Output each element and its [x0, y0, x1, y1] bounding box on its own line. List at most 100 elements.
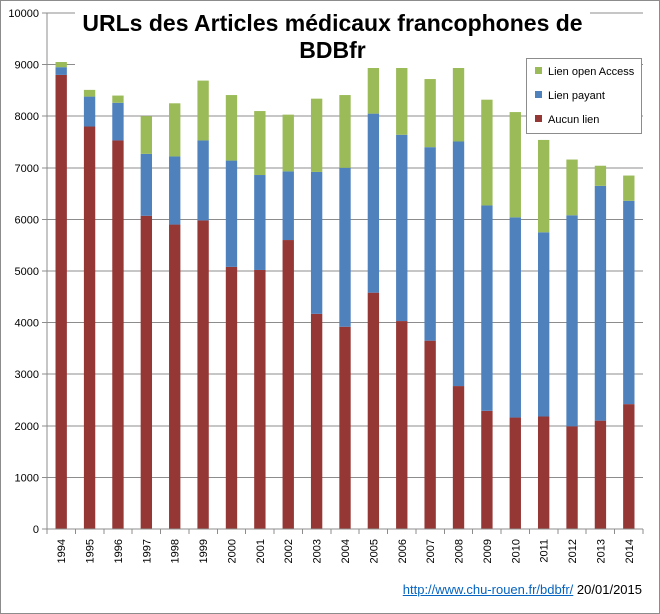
source-link[interactable]: http://www.chu-rouen.fr/bdbfr/: [402, 582, 574, 597]
bar-lien-open-access-1995: [83, 89, 96, 97]
bar-lien-payant-2001: [254, 175, 266, 270]
bar-lien-payant-2003: [310, 171, 323, 314]
bar-lien-payant-2008: [452, 141, 465, 387]
bar-aucun-lien-2003: [310, 313, 323, 529]
bar-aucun-lien-2009: [481, 410, 493, 529]
bar-aucun-lien-2002: [282, 240, 294, 530]
y-tick-label: 5000: [15, 266, 39, 278]
bar-lien-payant-2002: [282, 171, 294, 241]
legend: Lien open Access Lien payant Aucun lien: [526, 58, 642, 134]
bar-lien-open-access-1997: [140, 116, 153, 154]
y-tick-label: 2000: [15, 421, 39, 433]
legend-swatch-aucun-lien: [535, 115, 542, 122]
bar-lien-payant-2010: [509, 217, 521, 418]
bar-aucun-lien-1995: [83, 126, 96, 530]
y-tick-label: 7000: [15, 163, 39, 175]
legend-label-open-access: Lien open Access: [548, 66, 635, 78]
y-tick-label: 4000: [15, 318, 39, 330]
x-tick-label: 2001: [255, 539, 267, 563]
bar-aucun-lien-2005: [367, 292, 380, 529]
chart-title: URLs des Articles médicaux francophones …: [75, 9, 590, 68]
bar-lien-payant-1996: [112, 102, 124, 141]
x-tick-label: 1999: [198, 539, 210, 563]
x-tick-label: 2008: [454, 539, 466, 563]
bar-aucun-lien-1997: [140, 215, 153, 529]
bar-lien-payant-2005: [367, 113, 380, 293]
bar-lien-open-access-1994: [55, 62, 67, 68]
x-tick-label: 2012: [567, 539, 579, 563]
x-tick-label: 2010: [510, 539, 522, 563]
bar-lien-open-access-2000: [225, 95, 238, 161]
bar-lien-payant-1997: [140, 153, 153, 216]
bar-aucun-lien-2013: [594, 420, 607, 529]
x-tick-label: 1994: [56, 539, 68, 563]
x-tick-label: 2014: [624, 539, 636, 563]
legend-swatch-open-access: [535, 67, 542, 74]
x-tick-label: 2004: [340, 539, 352, 563]
x-tick-label: 2005: [368, 539, 380, 563]
bar-lien-payant-2007: [424, 147, 436, 341]
bar-lien-open-access-1996: [112, 95, 124, 103]
x-tick-label: 1996: [113, 539, 125, 563]
bar-aucun-lien-1999: [197, 220, 209, 529]
bar-lien-payant-2009: [481, 205, 493, 411]
bar-aucun-lien-1998: [169, 224, 181, 529]
bar-aucun-lien-2014: [623, 404, 635, 529]
y-tick-label: 10000: [8, 8, 39, 20]
x-tick-label: 2006: [397, 539, 409, 563]
bar-lien-payant-1994: [55, 67, 67, 75]
bars: [55, 41, 635, 530]
bar-aucun-lien-1994: [55, 74, 67, 530]
bar-aucun-lien-2004: [339, 326, 351, 529]
bar-aucun-lien-2006: [396, 321, 408, 529]
x-tick-label: 1997: [141, 539, 153, 563]
y-tick-label: 8000: [15, 111, 39, 123]
bar-lien-payant-1995: [83, 96, 96, 127]
x-tick-label: 2013: [595, 539, 607, 563]
footer-date: 20/01/2015: [576, 582, 642, 597]
bar-aucun-lien-2000: [225, 266, 238, 529]
y-tick-label: 6000: [15, 214, 39, 226]
bar-lien-open-access-2004: [339, 95, 351, 168]
bar-aucun-lien-2007: [424, 340, 436, 529]
footer: http://www.chu-rouen.fr/bdbfr/ 20/01/201…: [403, 582, 642, 597]
bar-lien-payant-2012: [566, 215, 578, 427]
y-tick-label: 1000: [15, 472, 39, 484]
x-tick-labels: 1994 1995 1996 1997 1998 1999 2000 2001 2002 2003…: [56, 539, 636, 563]
bar-lien-payant-2006: [396, 134, 408, 322]
y-tick-label: 3000: [15, 369, 39, 381]
bar-lien-open-access-2006: [396, 67, 408, 135]
bar-lien-open-access-2013: [594, 165, 607, 186]
x-tick-label: 2002: [283, 539, 295, 563]
bar-lien-open-access-2012: [566, 159, 578, 216]
bar-lien-open-access-2008: [452, 41, 465, 142]
bar-aucun-lien-2010: [509, 417, 521, 529]
x-tick-label: 1995: [85, 539, 97, 563]
x-tick-label: 1998: [170, 539, 182, 563]
legend-item-open-access: Lien open Access: [535, 65, 634, 79]
legend-label-aucun-lien: Aucun lien: [548, 114, 600, 126]
bar-aucun-lien-2001: [254, 269, 266, 529]
legend-swatch-payant: [535, 91, 542, 98]
bar-lien-open-access-2007: [424, 79, 436, 148]
y-tick-label: 0: [33, 524, 39, 536]
bar-lien-open-access-1998: [169, 103, 181, 157]
legend-item-aucun-lien: Aucun lien: [535, 113, 599, 127]
x-tick-label: 2007: [425, 539, 437, 563]
legend-item-payant: Lien payant: [535, 89, 605, 103]
bar-aucun-lien-2008: [452, 386, 465, 529]
bar-aucun-lien-2012: [566, 426, 578, 529]
bar-lien-payant-2011: [537, 232, 550, 417]
x-tick-label: 2009: [482, 539, 494, 563]
bar-lien-open-access-2014: [623, 175, 635, 201]
bar-lien-open-access-1999: [197, 80, 209, 141]
bar-lien-open-access-2001: [254, 111, 266, 176]
y-tick-label: 9000: [15, 60, 39, 72]
bar-lien-payant-1998: [169, 156, 181, 225]
bar-lien-payant-2004: [339, 167, 351, 327]
bar-lien-payant-1999: [197, 140, 209, 221]
x-tick-label: 2000: [226, 539, 238, 563]
x-tick-label: 2003: [312, 539, 324, 563]
bar-aucun-lien-1996: [112, 140, 124, 529]
